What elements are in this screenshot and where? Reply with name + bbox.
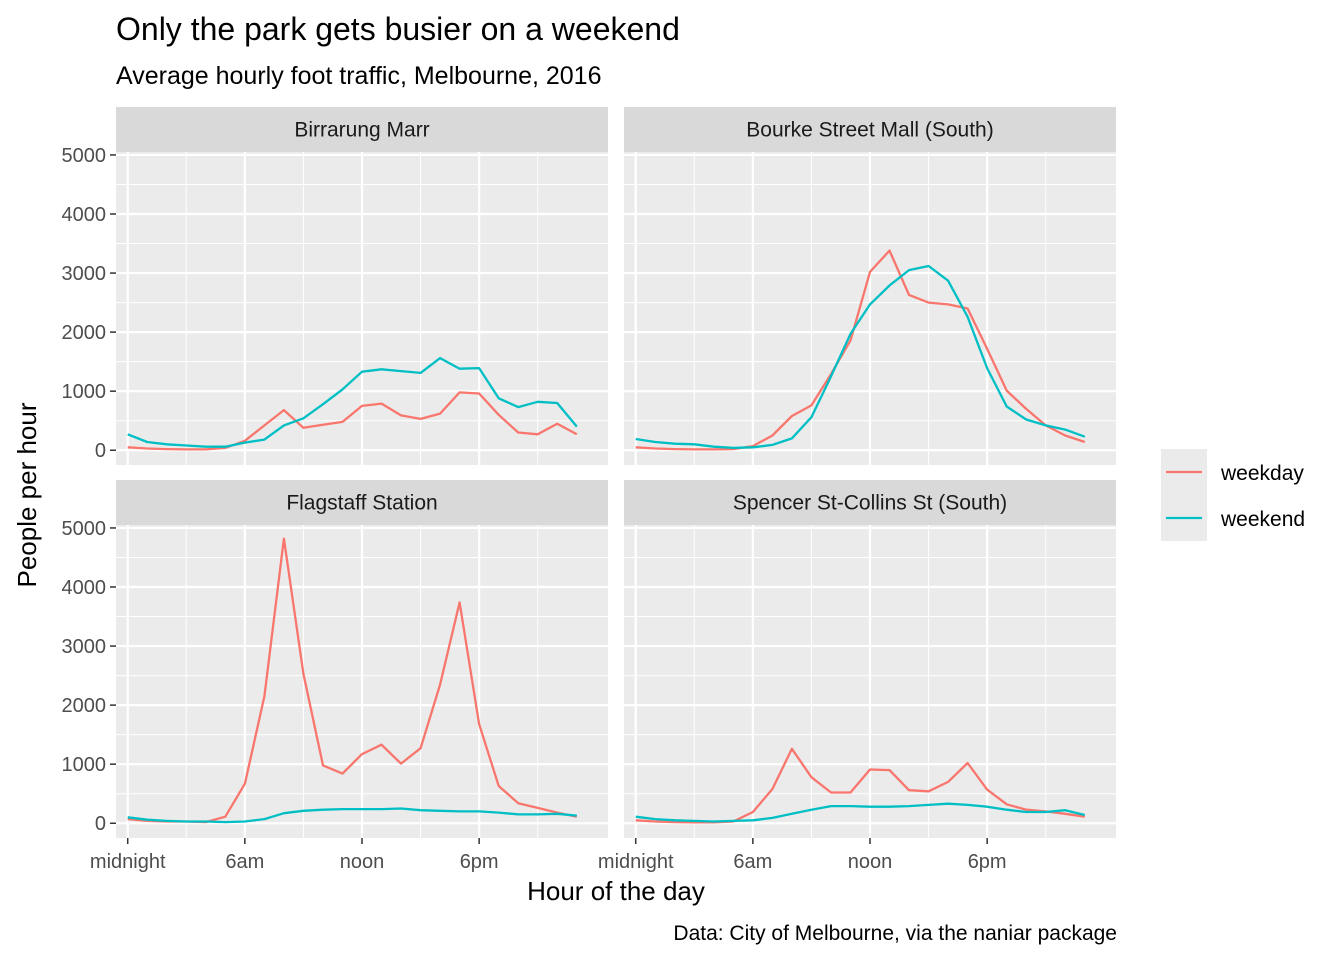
y-tick-label: 4000 [62,577,107,599]
facet-strip-label: Bourke Street Mall (South) [746,119,993,142]
series-line-weekend [635,264,1086,450]
facet-panels: Birrarung Marr Bourke Street Mall (South)… [116,107,1116,838]
legend-item-weekday: weekday [1161,449,1304,495]
y-tick-label: 3000 [62,636,107,658]
x-tick-label: 6pm [968,851,1007,873]
x-tick-label: midnight [90,851,166,873]
facet-strip-label: Spencer St-Collins St (South) [733,492,1007,515]
facet-panel: Spencer St-Collins St (South) [624,480,1116,838]
facet-strip [624,480,1116,525]
x-tick-label: noon [340,851,385,873]
y-tick-label: 1000 [62,754,107,776]
facet-strip [624,107,1116,152]
x-tick-label: noon [848,851,893,873]
series-line-weekend [127,807,577,824]
y-axis-label: People per hour [12,402,42,587]
facet-strip-label: Birrarung Marr [294,119,429,142]
y-axis-ticks: 0 1000 2000 3000 4000 5000 0 1000 2000 3000 4000 50… [62,145,116,835]
x-tick-label: 6am [225,851,264,873]
series-line-weekend [127,356,578,448]
legend: weekday weekend [1161,449,1305,541]
y-tick-label: 1000 [62,381,107,403]
x-tick-label: midnight [598,851,674,873]
facet-strip-label: Flagstaff Station [286,492,437,515]
facet-panel: Bourke Street Mall (South) [624,107,1116,465]
y-tick-label: 2000 [62,322,107,344]
chart-title: Only the park gets busier on a weekend [116,11,680,47]
x-tick-label: 6pm [460,851,499,873]
facet-strip [116,107,608,152]
y-tick-label: 0 [95,440,106,462]
facet-strip [116,480,608,525]
y-tick-label: 2000 [62,695,107,717]
facet-panel: Flagstaff Station [116,480,608,838]
y-tick-label: 5000 [62,518,107,540]
y-tick-label: 3000 [62,263,107,285]
series-line-weekday [635,249,1086,451]
series-line-weekend [635,802,1086,823]
x-tick-label: 6am [733,851,772,873]
legend-label: weekend [1220,508,1305,531]
facet-panel: Birrarung Marr [116,107,608,465]
y-tick-label: 5000 [62,145,107,167]
chart-subtitle: Average hourly foot traffic, Melbourne, … [116,62,602,90]
series-line-weekday [127,391,578,451]
x-axis-ticks: midnight 6am noon 6pm midnight 6am noon 6pm [90,838,1007,873]
x-axis-label: Hour of the day [527,876,705,906]
legend-item-weekend: weekend [1161,495,1305,541]
chart-caption: Data: City of Melbourne, via the naniar … [673,922,1117,945]
y-tick-label: 0 [95,813,106,835]
legend-label: weekday [1220,462,1304,485]
y-tick-label: 4000 [62,204,107,226]
